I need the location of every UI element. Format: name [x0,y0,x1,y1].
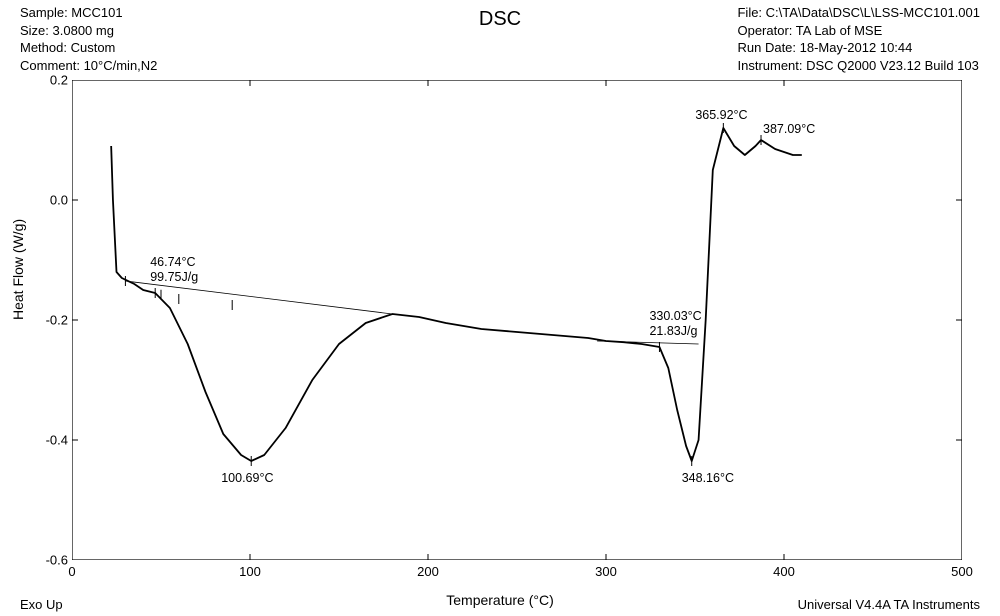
x-tick-label: 400 [764,564,804,579]
y-tick-label: 0.0 [18,193,68,208]
instrument-label: Instrument: DSC Q2000 V23.12 Build 103 [737,57,980,75]
annotation-onset2: 330.03°C21.83J/g [649,309,701,339]
annotation-peak4: 387.09°C [763,122,815,137]
x-tick-label: 300 [586,564,626,579]
size-label: Size: 3.0800 mg [20,22,157,40]
annotation-peak3: 365.92°C [695,108,747,123]
rundate-label: Run Date: 18-May-2012 10:44 [737,39,980,57]
file-label: File: C:\TA\Data\DSC\L\LSS-MCC101.001 [737,4,980,22]
x-tick-label: 100 [230,564,270,579]
operator-label: Operator: TA Lab of MSE [737,22,980,40]
y-tick-label: -0.2 [18,313,68,328]
y-axis-label: Heat Flow (W/g) [10,219,26,320]
x-tick-label: 500 [942,564,982,579]
y-tick-label: -0.4 [18,433,68,448]
method-label: Method: Custom [20,39,157,57]
header-left: Sample: MCC101 Size: 3.0800 mg Method: C… [20,4,157,74]
annotation-peak1: 100.69°C [221,471,273,486]
sample-label: Sample: MCC101 [20,4,157,22]
annotation-onset1: 46.74°C99.75J/g [150,255,198,285]
footer-software: Universal V4.4A TA Instruments [798,597,980,612]
dsc-chart [72,80,962,560]
y-tick-label: -0.6 [18,553,68,568]
x-tick-label: 200 [408,564,448,579]
annotation-peak2: 348.16°C [682,471,734,486]
chart-title: DSC [479,8,521,31]
footer-exo: Exo Up [20,597,63,612]
y-tick-label: 0.2 [18,73,68,88]
x-axis-label: Temperature (°C) [446,592,554,608]
header-right: File: C:\TA\Data\DSC\L\LSS-MCC101.001 Op… [737,4,980,74]
header: Sample: MCC101 Size: 3.0800 mg Method: C… [0,0,1000,74]
